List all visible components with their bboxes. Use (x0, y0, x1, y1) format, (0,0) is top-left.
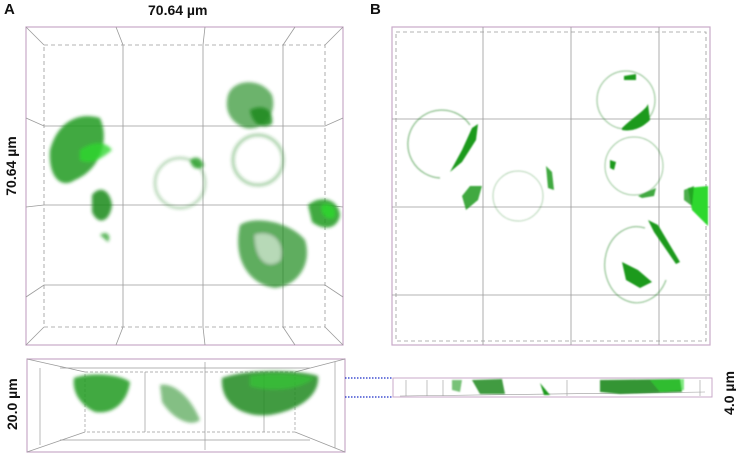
cell-membrane-fluorescence (407, 70, 708, 304)
panel-b-side-view (392, 377, 713, 398)
panel-b-letter: B (370, 1, 381, 18)
strip-fluorescence (452, 379, 684, 395)
side-view-fluorescence (73, 371, 319, 423)
depth-connector-lines (345, 377, 393, 398)
panel-a-side-view (26, 358, 346, 453)
panel-b-top-view (391, 26, 711, 346)
panel-a-top-view (25, 26, 344, 346)
panel-a-letter: A (4, 1, 15, 18)
cell-fluorescence (49, 82, 340, 288)
panel-a-width-label: 70.64 µm (148, 2, 208, 18)
